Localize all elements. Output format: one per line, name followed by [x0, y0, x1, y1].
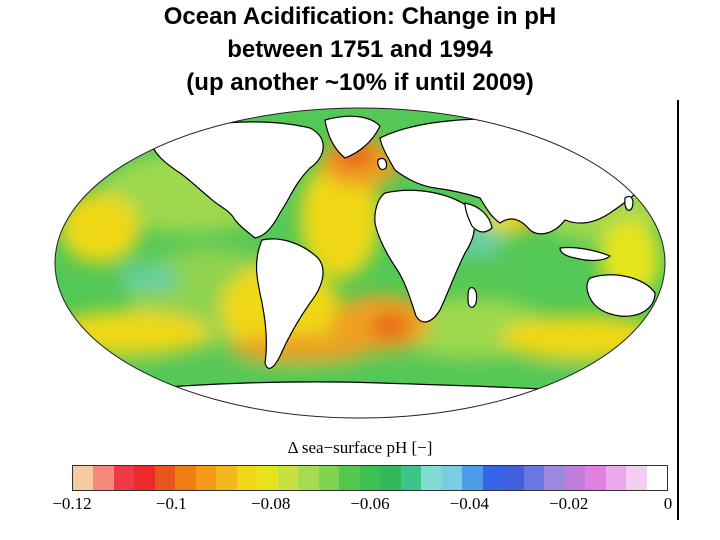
colorbar-swatch: [544, 466, 565, 490]
colorbar-swatch: [605, 466, 627, 490]
south-america: [255, 238, 324, 369]
north-america: [149, 121, 324, 239]
colorbar-tick-label: −0.08: [250, 494, 291, 513]
colorbar-swatch: [359, 466, 381, 490]
japan: [624, 195, 634, 211]
colorbar-swatch: [482, 466, 504, 490]
colorbar-swatch: [113, 466, 135, 490]
legend-label: Δ sea−surface pH [−]: [287, 438, 433, 457]
colorbar-swatch: [462, 466, 483, 490]
colorbar-swatch: [564, 466, 586, 490]
colorbar-tick-label: −0.12: [52, 494, 92, 513]
colorbar-ticks: −0.12 −0.1 −0.08 −0.06 −0.04 −0.02 0: [0, 494, 720, 520]
colorbar-swatch: [216, 466, 237, 490]
colorbar-swatch: [236, 466, 258, 490]
colorbar-tick-label: −0.04: [449, 494, 489, 513]
colorbar-swatch: [646, 466, 668, 490]
colorbar-swatch: [585, 466, 606, 490]
colorbar-tick-label: −0.06: [350, 494, 390, 513]
colorbar-swatch: [339, 466, 360, 490]
australia: [586, 274, 656, 317]
colorbar-swatch: [441, 466, 463, 490]
chart-title: Ocean Acidification: Change in pH betwee…: [0, 0, 720, 99]
colorbar-swatch: [175, 466, 196, 490]
colorbar-swatch: [154, 466, 176, 490]
antarctica: [55, 381, 665, 418]
colorbar-tick-label: −0.1: [155, 494, 187, 513]
colorbar-swatch: [73, 466, 94, 490]
title-line-2: between 1751 and 1994: [227, 36, 493, 63]
map-outline: [54, 107, 666, 419]
colorbar-swatch: [318, 466, 340, 490]
right-border-line: [677, 100, 679, 520]
colorbar-swatch: [134, 466, 155, 490]
new-zealand: [650, 325, 658, 337]
colorbar-swatch: [195, 466, 217, 490]
title-line-3: (up another ~10% if until 2009): [186, 69, 534, 96]
colorbar-swatch: [380, 466, 401, 490]
indonesia: [559, 246, 612, 262]
colorbar-swatch: [277, 466, 299, 490]
madagascar: [467, 287, 478, 308]
colorbar-swatch: [503, 466, 524, 490]
uk: [377, 157, 388, 171]
colorbar-swatch: [93, 466, 114, 490]
colorbar-swatch: [400, 466, 422, 490]
colorbar-swatch: [523, 466, 545, 490]
greenland: [324, 115, 381, 159]
ocean-field: [55, 108, 665, 418]
world-map: [54, 107, 666, 419]
colorbar-tick-label: 0: [663, 494, 673, 513]
colorbar-swatch: [298, 466, 319, 490]
arabia: [464, 202, 493, 233]
colorbar-swatch: [257, 466, 278, 490]
colorbar-swatch: [421, 466, 442, 490]
colorbar: [72, 465, 668, 491]
title-line-1: Ocean Acidification: Change in pH: [163, 3, 557, 30]
colorbar-tick-label: −0.02: [548, 494, 589, 513]
colorbar-swatch: [626, 466, 647, 490]
